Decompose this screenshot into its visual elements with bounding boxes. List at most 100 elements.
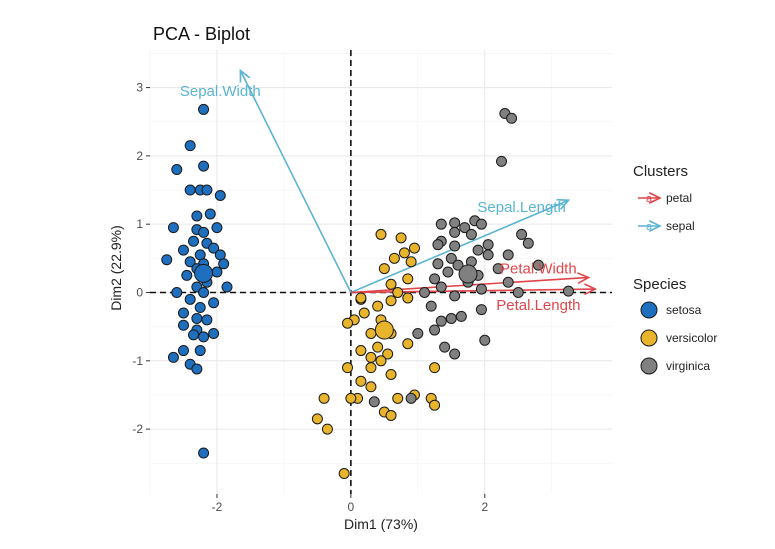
point-virginica xyxy=(455,310,467,322)
x-tick-label: 2 xyxy=(481,500,488,514)
point-versicolor xyxy=(375,228,387,240)
point-virginica xyxy=(435,281,447,293)
point-setosa xyxy=(177,345,189,357)
point-setosa xyxy=(198,160,210,172)
arrow-sepal-width xyxy=(239,70,352,293)
point-setosa xyxy=(191,363,203,375)
point-versicolor xyxy=(318,392,330,404)
point-virginica xyxy=(496,155,508,167)
point-versicolor xyxy=(365,351,377,363)
point-setosa xyxy=(211,222,223,234)
point-virginica xyxy=(506,112,518,124)
point-setosa xyxy=(188,329,200,341)
point-setosa xyxy=(161,254,173,266)
variable-label: Petal.Length xyxy=(496,297,580,314)
point-versicolor xyxy=(402,292,414,304)
point-virginica xyxy=(502,276,514,288)
point-versicolor xyxy=(405,256,417,268)
centroid-setosa xyxy=(194,263,214,283)
data-points xyxy=(161,103,574,480)
centroid-virginica xyxy=(458,264,478,284)
point-versicolor xyxy=(392,286,404,298)
point-setosa xyxy=(201,184,213,196)
point-virginica xyxy=(425,300,437,312)
x-tick-label: -2 xyxy=(212,500,223,514)
variable-label: Petal.Width xyxy=(500,261,577,278)
point-setosa xyxy=(214,189,226,201)
point-versicolor xyxy=(395,232,407,244)
point-versicolor xyxy=(385,295,397,307)
point-virginica xyxy=(516,228,528,240)
point-virginica xyxy=(475,304,487,316)
point-setosa xyxy=(177,307,189,319)
point-setosa xyxy=(198,103,210,115)
point-versicolor xyxy=(372,300,384,312)
y-axis-ticks: -2 -1 0 1 2 3 xyxy=(132,81,150,436)
point-setosa xyxy=(211,266,223,278)
legend-key-point xyxy=(640,357,658,375)
point-versicolor xyxy=(429,399,441,411)
point-versicolor xyxy=(311,413,323,425)
legend-species-title: Species xyxy=(633,276,686,293)
point-virginica xyxy=(512,286,524,298)
point-versicolor xyxy=(365,327,377,339)
y-tick-label: 3 xyxy=(136,81,143,95)
point-versicolor xyxy=(388,252,400,264)
point-versicolor xyxy=(375,355,387,367)
point-virginica xyxy=(452,259,464,271)
point-versicolor xyxy=(365,381,377,393)
point-setosa xyxy=(221,281,233,293)
point-versicolor xyxy=(338,468,350,480)
point-versicolor xyxy=(408,242,420,254)
point-versicolor xyxy=(402,273,414,285)
point-virginica xyxy=(432,258,444,270)
centroid-points xyxy=(194,263,478,340)
point-virginica xyxy=(449,348,461,360)
point-setosa xyxy=(204,208,216,220)
point-virginica xyxy=(479,334,491,346)
point-setosa xyxy=(167,351,179,363)
point-setosa xyxy=(191,210,203,222)
legend-species: Species setosa versicolor virginica xyxy=(633,276,717,375)
centroid-versicolor xyxy=(374,320,394,340)
point-setosa xyxy=(194,302,206,314)
arrow-head xyxy=(577,272,591,285)
arrow-head xyxy=(648,220,662,232)
point-setosa xyxy=(184,140,196,152)
point-virginica xyxy=(429,273,441,285)
point-setosa xyxy=(198,226,210,238)
point-versicolor xyxy=(429,362,441,374)
point-virginica xyxy=(522,237,534,249)
point-versicolor xyxy=(342,362,354,374)
point-virginica xyxy=(439,341,451,353)
variable-label: Sepal.Width xyxy=(180,83,261,100)
point-versicolor xyxy=(385,278,397,290)
point-virginica xyxy=(465,228,477,240)
point-virginica xyxy=(435,315,447,327)
point-virginica xyxy=(445,252,457,264)
legend-clusters-title: Clusters xyxy=(633,163,688,180)
point-virginica xyxy=(475,283,487,295)
point-setosa xyxy=(208,327,220,339)
y-tick-label: -1 xyxy=(132,354,143,368)
point-versicolor xyxy=(321,423,333,435)
x-tick-label: 0 xyxy=(348,500,355,514)
grid-lines xyxy=(149,50,612,494)
point-setosa xyxy=(184,256,196,268)
point-setosa xyxy=(218,258,230,270)
legend-label: versicolor xyxy=(666,331,717,345)
point-virginica xyxy=(449,240,461,252)
point-setosa xyxy=(191,312,203,324)
point-virginica xyxy=(459,222,471,234)
point-versicolor xyxy=(402,338,414,350)
point-setosa xyxy=(198,447,210,459)
arrow-head xyxy=(556,198,571,210)
point-virginica xyxy=(405,392,417,404)
point-versicolor xyxy=(345,392,357,404)
point-versicolor xyxy=(398,247,410,259)
variable-labels: Sepal.Width Sepal.Length Petal.Width Petal.… xyxy=(180,83,581,314)
point-setosa xyxy=(198,286,210,298)
legend-clusters: Clusters a petal a sepal xyxy=(633,163,695,233)
point-virginica xyxy=(429,324,441,336)
